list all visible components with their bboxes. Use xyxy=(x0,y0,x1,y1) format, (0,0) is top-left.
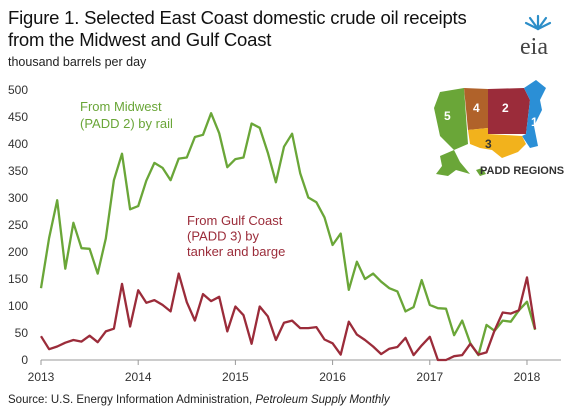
y-tick-label: 500 xyxy=(8,83,28,97)
y-tick-label: 250 xyxy=(8,218,28,232)
chart-annotations: From Midwest (PADD 2) by rail From Gulf Co… xyxy=(80,99,285,259)
y-tick-label: 200 xyxy=(8,245,28,259)
padd-regions-label: PADD REGIONS xyxy=(480,165,564,177)
x-tick-label: 2015 xyxy=(222,370,249,384)
series-label-line: (PADD 3) by xyxy=(187,229,259,244)
padd-2-label: 2 xyxy=(502,101,509,115)
series-label-line: From Gulf Coast xyxy=(187,213,283,228)
chart-axes: 0 50 100 150 200 250 300 350 400 450 500 2013 2014 20… xyxy=(8,83,561,384)
source-note: Source: U.S. Energy Information Administ… xyxy=(8,394,390,406)
padd-1-label: 1 xyxy=(531,115,538,129)
y-tick-label: 0 xyxy=(21,353,28,367)
x-tick-label: 2017 xyxy=(416,370,443,384)
y-tick-label: 50 xyxy=(15,326,29,340)
padd-3-region xyxy=(468,128,526,158)
eia-logo-text: eia xyxy=(520,34,548,60)
title-line-1: Figure 1. Selected East Coast domestic c… xyxy=(8,7,467,28)
eia-logo-mark: eia xyxy=(520,14,552,60)
x-tick-label: 2018 xyxy=(514,370,541,384)
title-line-2: from the Midwest and Gulf Coast xyxy=(8,29,272,50)
y-axis-unit-label: thousand barrels per day xyxy=(8,55,147,69)
padd-4-label: 4 xyxy=(473,101,480,115)
padd-3-label: 3 xyxy=(485,137,492,151)
y-tick-label: 300 xyxy=(8,191,28,205)
chart-title: Figure 1. Selected East Coast domestic c… xyxy=(8,7,467,51)
padd-1-region xyxy=(522,80,546,148)
chart-series xyxy=(39,112,537,362)
series-label-midwest: From Midwest (PADD 2) by rail xyxy=(80,99,173,131)
padd-map: 5 4 2 1 3 PADD REGIONS xyxy=(434,80,564,177)
series-line-midwest xyxy=(39,112,537,357)
padd-2-region xyxy=(488,88,530,134)
x-tick-label: 2014 xyxy=(125,370,152,384)
series-line-gulf-coast xyxy=(40,272,537,362)
series-label-gulf-coast: From Gulf Coast (PADD 3) by tanker and bar… xyxy=(187,213,285,259)
padd-5-hawaii xyxy=(476,168,486,176)
y-tick-label: 400 xyxy=(8,137,28,151)
y-tick-label: 150 xyxy=(8,272,28,286)
x-tick-label: 2013 xyxy=(28,370,55,384)
y-tick-label: 350 xyxy=(8,164,28,178)
padd-5-label: 5 xyxy=(444,109,451,123)
y-tick-label: 450 xyxy=(8,110,28,124)
padd-5-region xyxy=(434,88,468,150)
x-tick-label: 2016 xyxy=(319,370,346,384)
eia-logo: eia xyxy=(500,14,562,60)
y-tick-label: 100 xyxy=(8,299,28,313)
padd-5-alaska xyxy=(436,150,470,176)
source-prefix: Source: U.S. Energy Information Administ… xyxy=(8,394,256,406)
series-label-line: From Midwest xyxy=(80,99,162,114)
source-publication: Petroleum Supply Monthly xyxy=(255,394,390,406)
series-label-line: (PADD 2) by rail xyxy=(80,116,173,131)
padd-4-region xyxy=(464,88,488,130)
series-label-line: tanker and barge xyxy=(187,244,285,259)
